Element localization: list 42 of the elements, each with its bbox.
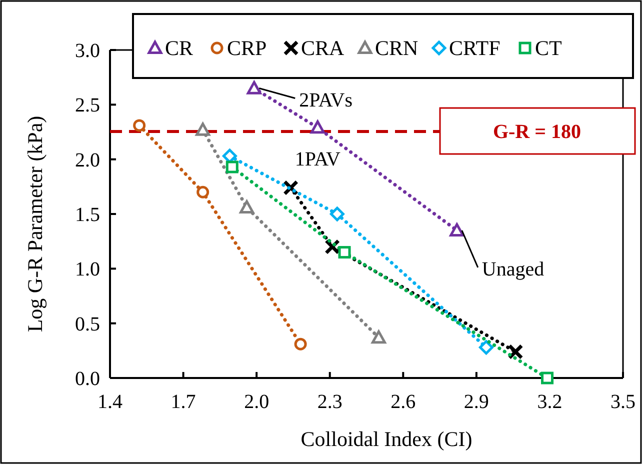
y-tick-label: 1.0 xyxy=(75,258,100,281)
annotation: G-R = 180 xyxy=(492,121,582,143)
legend-label: CRP xyxy=(227,36,267,60)
y-tick-label: 2.0 xyxy=(75,149,100,172)
x-tick-label: 2.0 xyxy=(244,391,270,413)
x-tick-label: 1.7 xyxy=(170,391,196,413)
x-tick-label: 2.6 xyxy=(390,391,416,413)
y-tick-label: 0.0 xyxy=(75,368,100,390)
y-axis-title: Log G-R Parameter (kPa) xyxy=(23,116,47,332)
point xyxy=(371,330,386,344)
point xyxy=(541,372,554,384)
legend-label: CR xyxy=(165,36,194,60)
y-tick-label: 0.5 xyxy=(75,313,100,336)
annotation: Unaged xyxy=(482,258,544,280)
y-tick-label: 2.5 xyxy=(75,94,100,117)
legend-label: CRN xyxy=(375,36,418,60)
point xyxy=(246,81,262,94)
point xyxy=(133,119,146,132)
point xyxy=(310,120,325,134)
point xyxy=(240,200,254,214)
y-tick-label: 1.5 xyxy=(75,204,100,226)
point xyxy=(294,338,307,350)
x-tick-label: 2.3 xyxy=(317,391,342,413)
legend-label: CT xyxy=(535,36,562,60)
point xyxy=(226,160,238,174)
annotation: 2PAVs xyxy=(299,89,353,112)
point xyxy=(478,340,494,355)
x-tick-label: 3.5 xyxy=(610,391,636,413)
point xyxy=(508,344,524,360)
y-tick-label: 3.0 xyxy=(75,40,100,62)
legend-label: CRA xyxy=(301,36,346,60)
x-tick-label: 3.2 xyxy=(537,391,562,413)
point xyxy=(338,246,351,259)
point xyxy=(330,206,344,222)
x-axis-title: Colloidal Index (CI) xyxy=(300,427,472,451)
point xyxy=(196,122,210,136)
annotation: 1PAV xyxy=(294,148,341,171)
x-tick-label: 2.9 xyxy=(464,391,489,413)
legend-label: CRTF xyxy=(449,36,500,60)
point xyxy=(450,223,464,236)
x-tick-label: 1.4 xyxy=(98,391,122,413)
point xyxy=(196,186,210,198)
